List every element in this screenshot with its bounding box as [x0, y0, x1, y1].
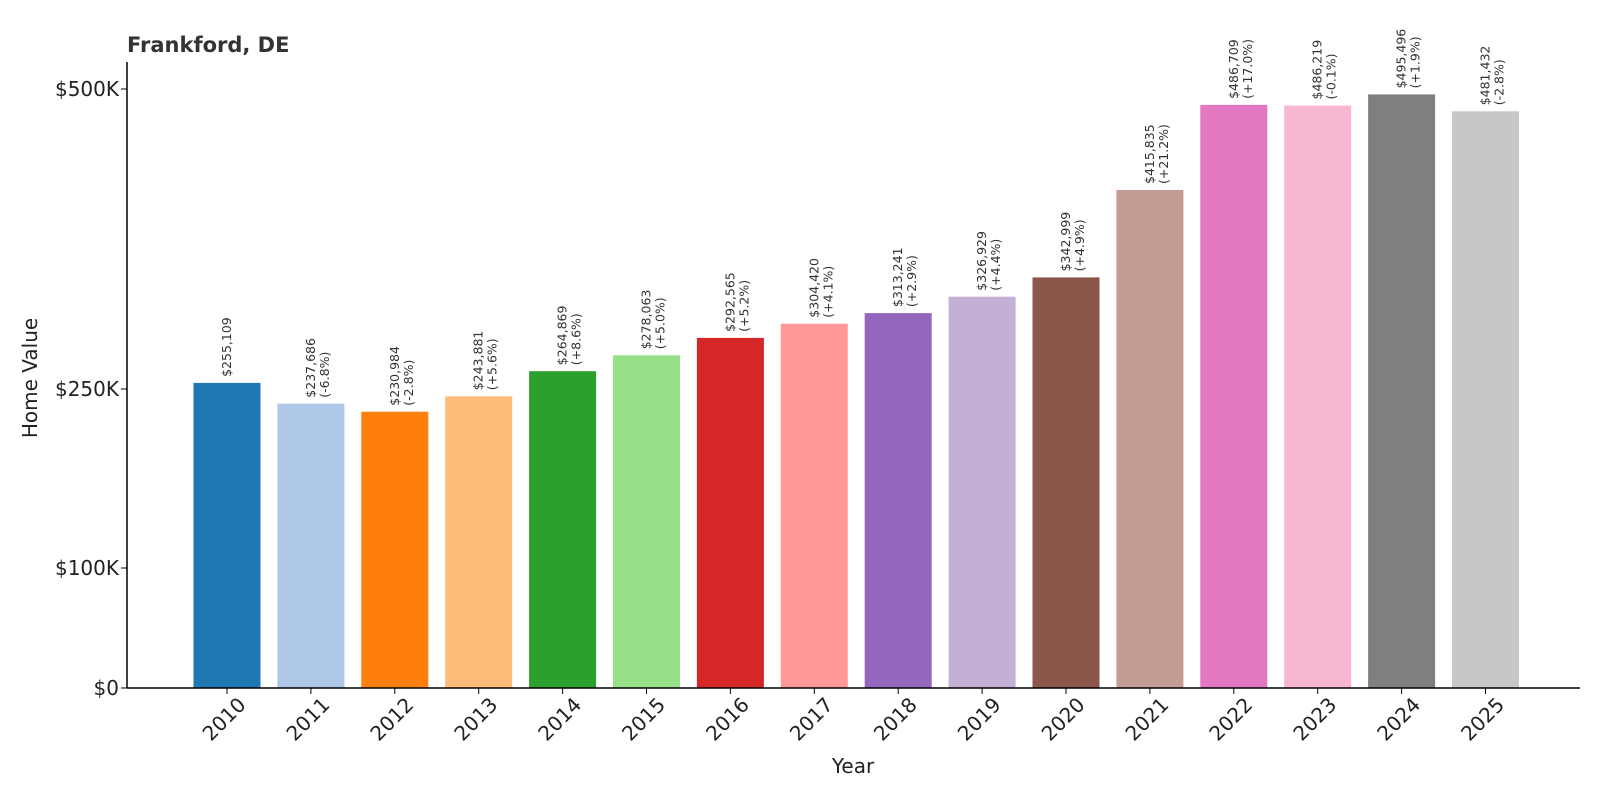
y-tick-label: $0 [94, 676, 119, 700]
bar-2014 [529, 371, 597, 688]
bar-2016 [696, 337, 764, 688]
change-label-2025: (-2.8%) [1492, 59, 1507, 105]
change-label-2023: (-0.1%) [1324, 53, 1339, 99]
value-label-2014: $264,869 [555, 306, 570, 366]
x-tick-label-2013: 2013 [449, 693, 502, 746]
change-label-2016: (+5.2%) [736, 280, 751, 332]
bar-2015 [613, 355, 680, 688]
x-axis-label: Year [831, 754, 875, 778]
value-label-2022: $486,709 [1226, 39, 1241, 99]
value-label-2015: $278,063 [639, 290, 654, 350]
y-axis-ticks: $0 $100K $250K $500K [55, 77, 127, 700]
change-label-2011: (-6.8%) [317, 352, 332, 398]
bar-2011 [277, 403, 345, 688]
change-label-2024: (+1.9%) [1408, 36, 1423, 88]
value-label-2024: $495,496 [1394, 29, 1409, 89]
change-label-2019: (+4.4%) [988, 239, 1003, 291]
value-label-2016: $292,565 [722, 272, 737, 332]
bar-2010 [193, 382, 261, 688]
change-label-2018: (+2.9%) [904, 255, 919, 307]
change-label-2021: (+21.2%) [1156, 124, 1171, 184]
bar-2019 [948, 296, 1016, 688]
value-label-2021: $415,835 [1142, 124, 1157, 184]
value-label-2018: $313,241 [890, 247, 905, 307]
x-tick-label-2025: 2025 [1456, 693, 1509, 746]
y-tick-label: $100K [55, 556, 120, 580]
y-axis-label: Home Value [18, 318, 42, 438]
bar-2013 [445, 396, 513, 688]
x-tick-label-2021: 2021 [1120, 693, 1173, 746]
change-label-2017: (+4.1%) [820, 266, 835, 318]
value-label-2013: $243,881 [471, 331, 486, 391]
value-label-2010: $255,109 [219, 317, 234, 377]
x-tick-label-2012: 2012 [365, 693, 418, 746]
value-label-2011: $237,686 [303, 338, 318, 398]
bar-2022 [1200, 104, 1268, 688]
data-labels-group: $255,109 $237,686 (-6.8%) $230,984 (-2.8%) $2… [219, 29, 1507, 406]
x-tick-label-2020: 2020 [1037, 693, 1090, 746]
bars-group [193, 94, 1519, 689]
bar-2020 [1032, 277, 1100, 688]
change-label-2020: (+4.9%) [1072, 219, 1087, 271]
x-tick-label-2018: 2018 [869, 693, 922, 746]
x-tick-label-2011: 2011 [281, 693, 334, 746]
change-label-2012: (-2.8%) [401, 360, 416, 406]
value-label-2025: $481,432 [1478, 46, 1493, 106]
x-tick-label-2014: 2014 [533, 693, 586, 746]
change-label-2014: (+8.6%) [569, 313, 584, 365]
x-tick-label-2019: 2019 [953, 693, 1006, 746]
x-tick-label-2023: 2023 [1288, 693, 1341, 746]
value-label-2017: $304,420 [806, 258, 821, 318]
value-label-2023: $486,219 [1310, 40, 1325, 100]
y-tick-label: $250K [55, 377, 120, 401]
bar-2023 [1284, 105, 1352, 688]
x-tick-label-2016: 2016 [701, 693, 754, 746]
x-axis-ticks: 2010 2011 2012 2013 2014 2015 2016 2017 2018 2019… [198, 688, 1509, 746]
x-tick-label-2017: 2017 [785, 693, 838, 746]
bar-2017 [780, 323, 848, 688]
change-label-2022: (+17.0%) [1240, 39, 1255, 99]
change-label-2013: (+5.6%) [485, 338, 500, 390]
value-label-2020: $342,999 [1058, 212, 1073, 272]
bar-2018 [864, 313, 932, 688]
bar-2024 [1368, 94, 1436, 688]
chart-title: Frankford, DE [127, 33, 289, 57]
value-label-2019: $326,929 [974, 231, 989, 291]
bar-2012 [361, 411, 429, 688]
x-tick-label-2010: 2010 [198, 693, 251, 746]
change-label-2015: (+5.0%) [653, 297, 668, 349]
bar-2025 [1452, 111, 1519, 689]
y-tick-label: $500K [55, 77, 120, 101]
x-tick-label-2015: 2015 [617, 693, 670, 746]
x-tick-label-2022: 2022 [1204, 693, 1257, 746]
bar-2021 [1116, 190, 1184, 688]
x-tick-label-2024: 2024 [1372, 693, 1425, 746]
value-label-2012: $230,984 [387, 346, 402, 406]
